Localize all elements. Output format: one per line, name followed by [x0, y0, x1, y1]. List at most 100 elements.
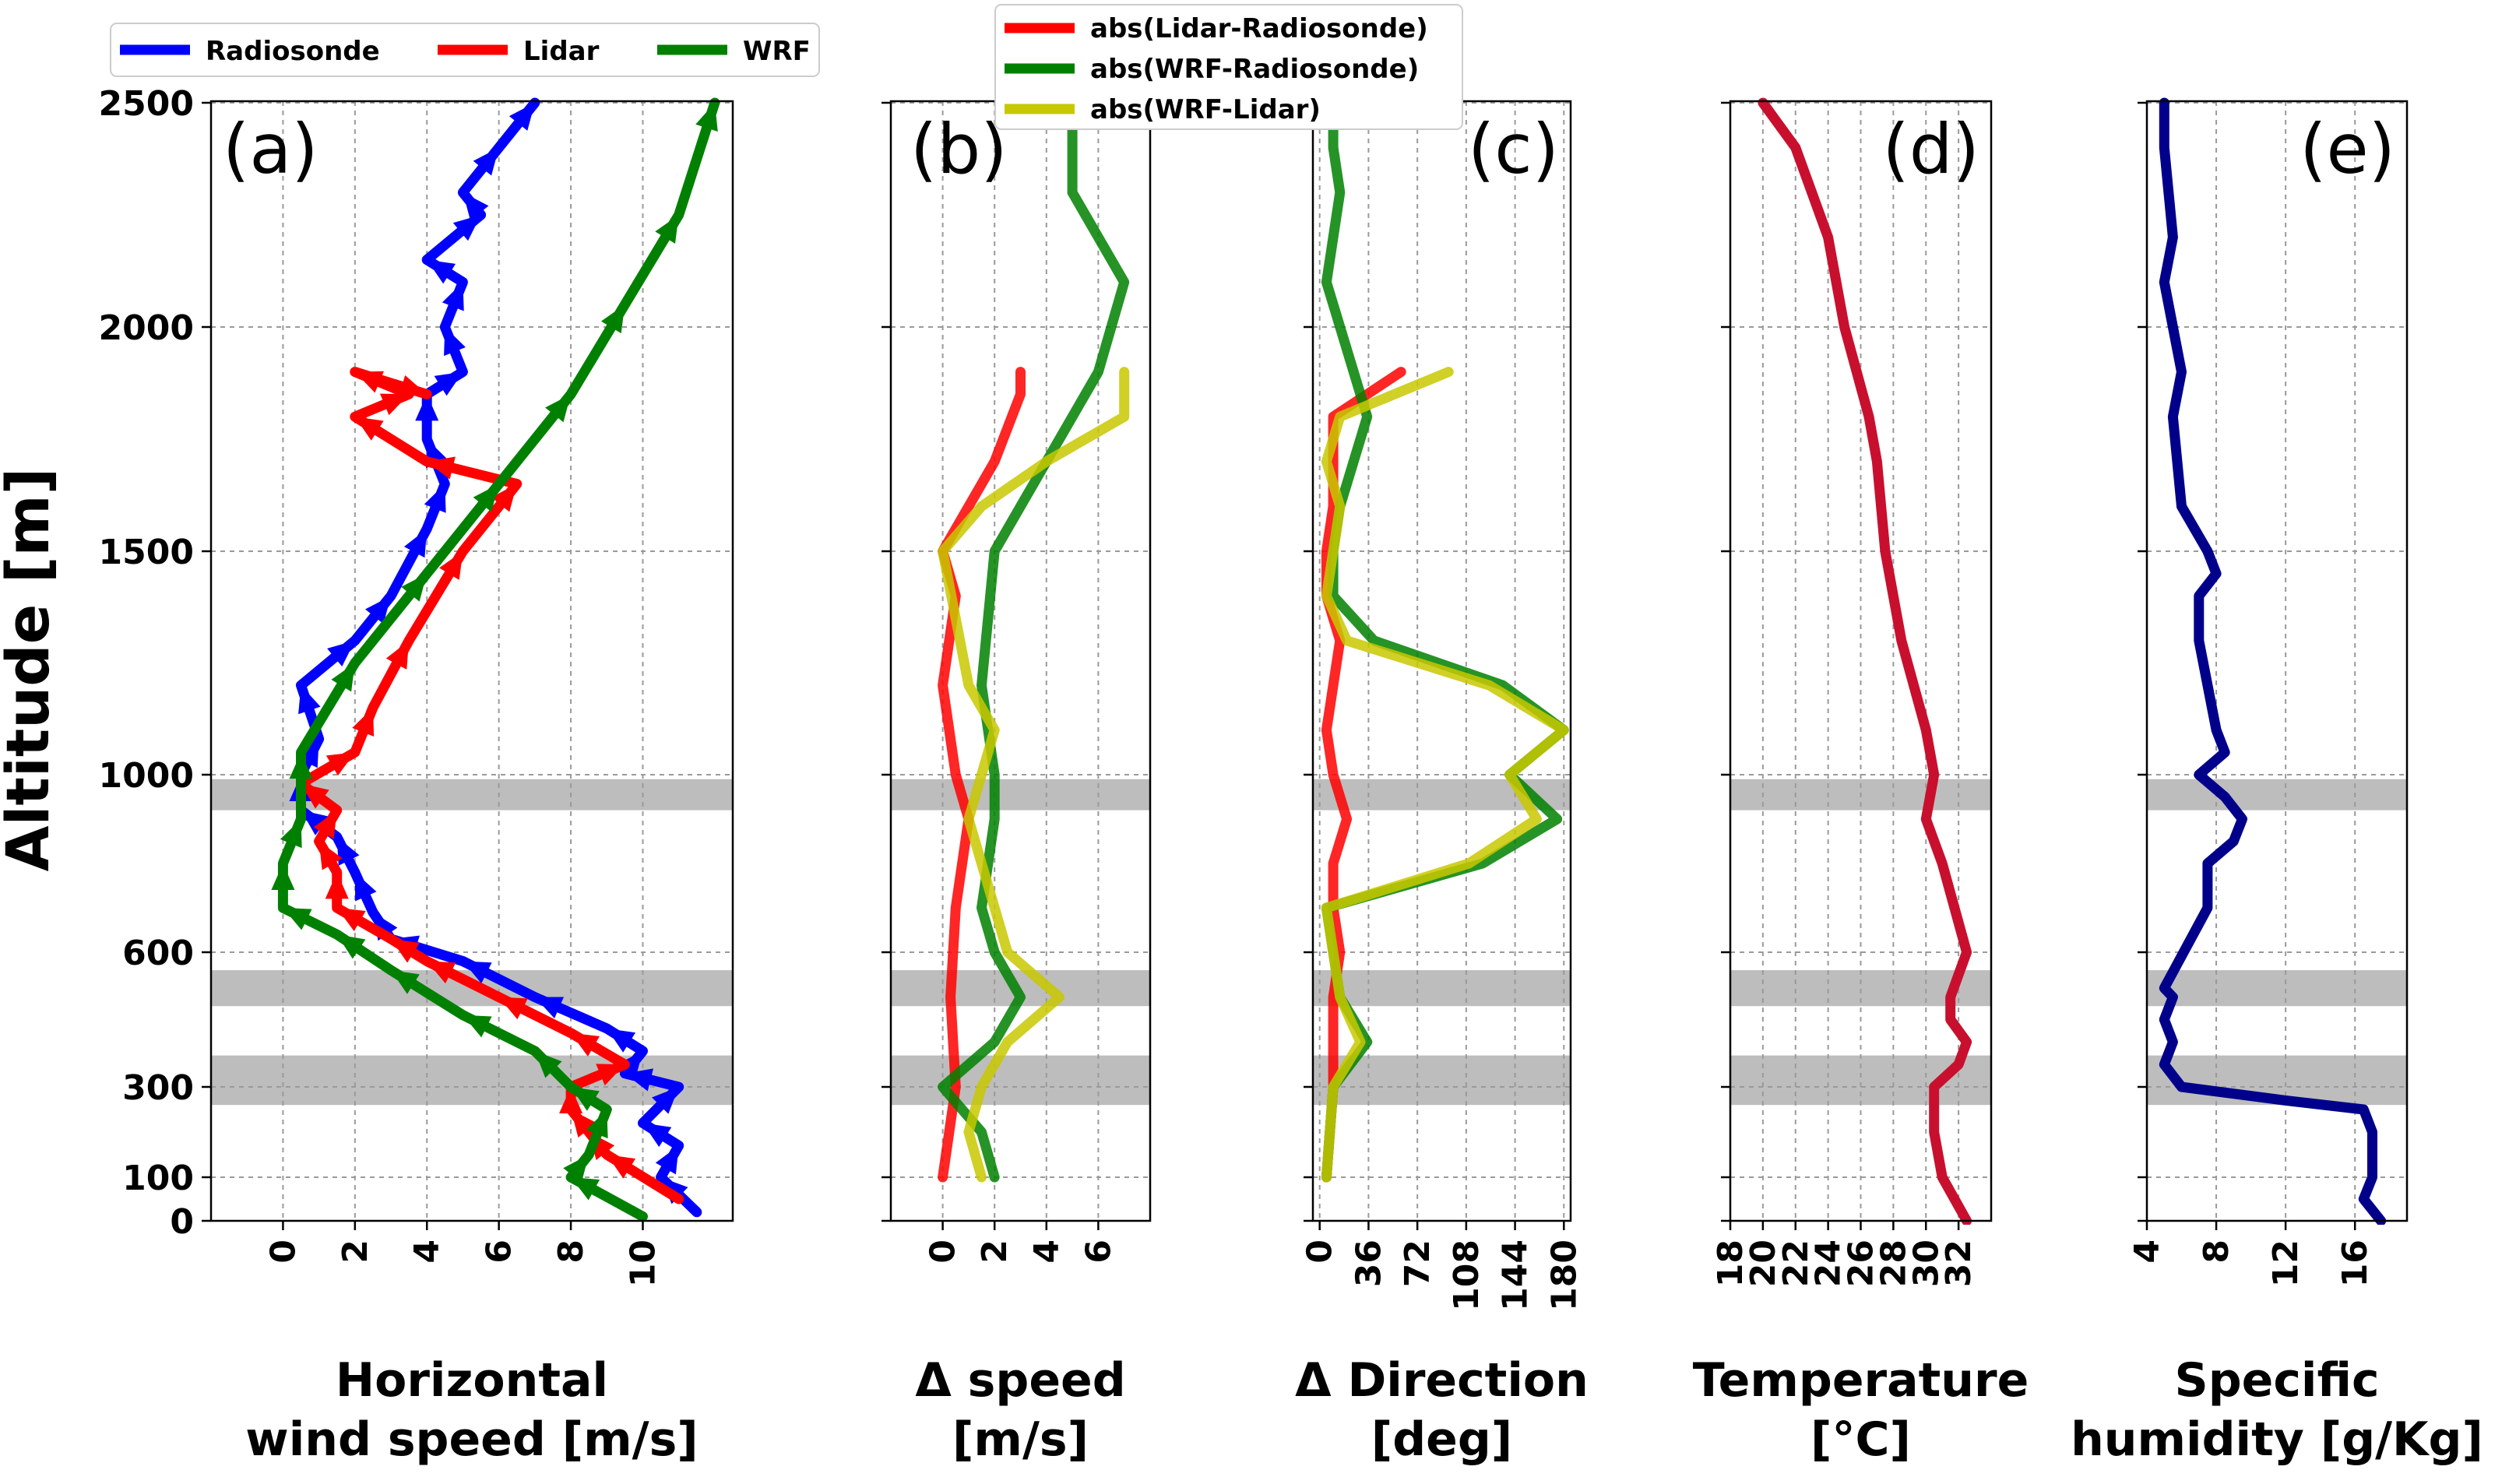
- wind-arrow: [352, 707, 375, 737]
- wind-arrow: [571, 1087, 600, 1111]
- wind-arrow: [424, 484, 446, 513]
- panel-label: (d): [1882, 109, 1979, 189]
- x-tick-label: 0: [263, 1240, 303, 1264]
- series-line-temperature: [1758, 97, 1972, 1225]
- x-tick-label: 144: [1496, 1240, 1536, 1311]
- x-axis-title: [m/s]: [952, 1412, 1089, 1467]
- wind-arrow: [354, 872, 377, 902]
- wind-arrow: [427, 961, 456, 984]
- wind-arrow: [442, 282, 464, 311]
- legend-label: abs(WRF-Lidar): [1090, 94, 1321, 125]
- shaded-band: [2147, 970, 2407, 1007]
- wind-arrow: [607, 1029, 636, 1053]
- x-axis-title: Specific: [2174, 1353, 2379, 1408]
- shaded-band: [1313, 970, 1571, 1007]
- legend-label: abs(WRF-Radiosonde): [1090, 54, 1419, 85]
- legend-panel-b: abs(Lidar-Radiosonde) abs(WRF-Radiosonde)…: [994, 4, 1463, 130]
- wind-arrow: [571, 1109, 596, 1138]
- series-line-abs-wrf-lidar-: [1321, 367, 1569, 1183]
- x-tick-label: 26: [1842, 1240, 1881, 1287]
- wind-arrow: [391, 970, 420, 994]
- x-tick-label: 10: [623, 1240, 663, 1287]
- series-line-abs-wrf-radiosonde-: [938, 97, 1130, 1183]
- legend-label: WRF: [743, 36, 811, 67]
- wind-arrow: [336, 836, 360, 866]
- wind-arrow: [434, 371, 463, 396]
- wind-arrow: [318, 841, 343, 870]
- x-tick-label: 0: [1300, 1240, 1340, 1264]
- series-line-abs-wrf-radiosonde-: [1321, 97, 1569, 1183]
- x-tick-label: 28: [1874, 1240, 1913, 1287]
- x-tick-label: 180: [1544, 1240, 1584, 1311]
- series-line-abs-wrf-lidar-: [938, 367, 1130, 1183]
- wind-arrow: [325, 872, 349, 899]
- wind-arrow: [271, 863, 295, 890]
- x-tick-label: 2: [336, 1240, 375, 1264]
- x-axis-title: [°C]: [1810, 1412, 1911, 1467]
- y-tick-label: 1000: [99, 756, 194, 796]
- x-tick-label: 108: [1447, 1240, 1487, 1311]
- wind-arrow: [354, 371, 384, 393]
- x-tick-label: 8: [551, 1240, 591, 1264]
- wind-arrow: [534, 1050, 562, 1078]
- wind-arrow: [600, 304, 625, 334]
- legend-box: [994, 4, 1463, 130]
- series-line-specific-humidity: [2159, 97, 2387, 1225]
- wind-arrow: [498, 997, 528, 1020]
- x-axis-title: humidity [g/Kg]: [2071, 1412, 2483, 1467]
- wind-arrow: [491, 484, 517, 512]
- panel-label: (a): [223, 109, 318, 189]
- shaded-band: [211, 779, 733, 811]
- wind-arrow: [301, 783, 329, 809]
- panel-label: (c): [1468, 109, 1559, 189]
- x-tick-label: 18: [1711, 1240, 1751, 1287]
- x-tick-label: 4: [407, 1240, 447, 1264]
- y-tick-label: 1500: [99, 533, 194, 572]
- x-tick-label: 72: [1398, 1240, 1437, 1287]
- panel-c: 0 36 72 108 144 180 (c) Δ Direction[deg]: [1295, 97, 1589, 1467]
- wind-arrow: [655, 1145, 679, 1175]
- wind-arrow: [289, 752, 313, 779]
- shaded-band: [891, 779, 1150, 811]
- panel-label: (b): [910, 109, 1008, 189]
- wind-arrow: [473, 147, 499, 176]
- x-tick-label: 4: [2127, 1240, 2167, 1264]
- wind-arrow: [427, 259, 456, 284]
- wind-arrow: [607, 1155, 636, 1179]
- y-tick-label: 600: [122, 934, 194, 973]
- x-axis-title: [deg]: [1371, 1412, 1512, 1467]
- wind-arrow: [327, 640, 355, 667]
- shaded-band: [891, 1055, 1150, 1106]
- x-tick-label: 32: [1939, 1240, 1979, 1287]
- x-tick-label: 6: [1079, 1240, 1118, 1264]
- x-tick-label: 12: [2266, 1240, 2306, 1287]
- x-tick-label: 4: [1027, 1240, 1067, 1264]
- wind-arrow: [301, 810, 329, 835]
- wind-arrow: [444, 327, 466, 357]
- y-tick-label: 0: [170, 1202, 194, 1242]
- wind-arrow: [415, 394, 439, 421]
- wind-arrow: [385, 640, 410, 670]
- x-tick-label: 16: [2335, 1240, 2375, 1287]
- legends: Radiosonde Lidar WRFabs(Lidar-Radiosonde)a…: [110, 4, 1463, 130]
- x-tick-label: 20: [1744, 1240, 1783, 1287]
- x-tick-label: 6: [480, 1240, 519, 1264]
- wind-arrow: [336, 934, 366, 959]
- wind-arrow: [298, 685, 321, 715]
- panel-label: (e): [2300, 109, 2395, 189]
- shaded-band: [1730, 1055, 1991, 1106]
- plot-frame: [209, 100, 734, 1222]
- x-axis-title: Δ Direction: [1295, 1353, 1589, 1408]
- wind-arrow: [354, 417, 384, 441]
- wind-arrow: [439, 551, 463, 580]
- wind-arrow: [403, 529, 428, 558]
- x-axis-title: Horizontal: [336, 1353, 608, 1408]
- x-tick-label: 36: [1349, 1240, 1388, 1287]
- wind-arrow: [379, 393, 410, 416]
- wind-arrow: [325, 752, 355, 776]
- wind-arrow: [545, 394, 572, 423]
- series-line-abs-lidar-radiosonde-: [938, 367, 1026, 1183]
- x-axis-title: wind speed [m/s]: [245, 1412, 698, 1467]
